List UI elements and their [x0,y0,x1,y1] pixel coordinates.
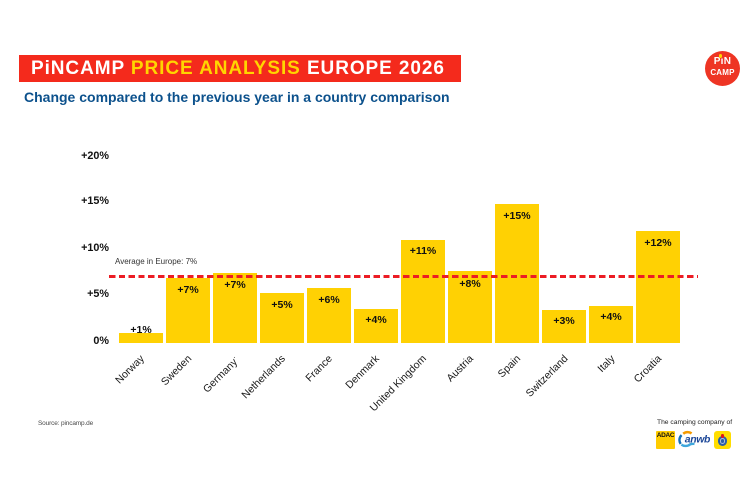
svg-text:anwb: anwb [685,434,710,446]
